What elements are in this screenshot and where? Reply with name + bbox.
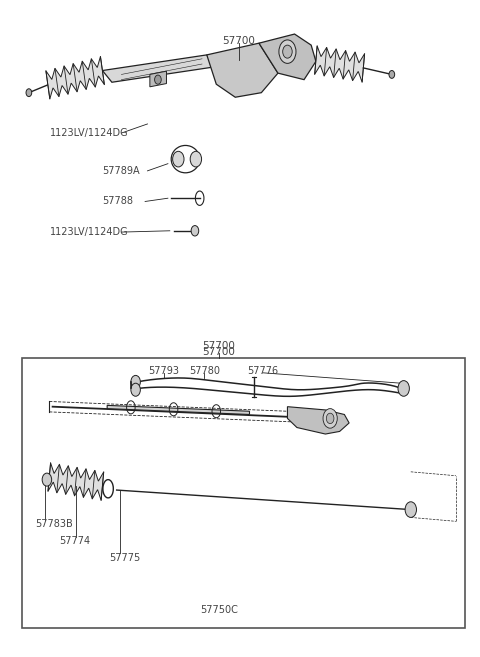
Circle shape — [26, 89, 32, 97]
Polygon shape — [46, 57, 104, 99]
Circle shape — [131, 375, 140, 388]
Circle shape — [131, 383, 140, 396]
Text: 57788: 57788 — [102, 196, 133, 206]
Circle shape — [326, 413, 334, 424]
Polygon shape — [102, 55, 216, 82]
Polygon shape — [150, 71, 167, 87]
Polygon shape — [315, 46, 365, 82]
Polygon shape — [288, 407, 349, 434]
Text: 57776: 57776 — [247, 367, 278, 376]
Circle shape — [389, 70, 395, 78]
Text: 57780: 57780 — [189, 367, 220, 376]
Circle shape — [283, 45, 292, 58]
Text: 1123LV/1124DG: 1123LV/1124DG — [50, 128, 129, 138]
Text: 57783B: 57783B — [35, 519, 73, 529]
Text: 57774: 57774 — [60, 536, 90, 546]
Circle shape — [173, 151, 184, 167]
Text: 57750C: 57750C — [200, 605, 238, 615]
Polygon shape — [48, 463, 104, 501]
Text: 1123LV/1124DG: 1123LV/1124DG — [50, 227, 129, 237]
Circle shape — [190, 151, 202, 167]
Circle shape — [398, 380, 409, 396]
Circle shape — [279, 40, 296, 63]
Circle shape — [42, 473, 52, 486]
Text: 57700: 57700 — [202, 341, 235, 351]
Text: 57700: 57700 — [202, 347, 235, 357]
Circle shape — [323, 409, 337, 428]
Text: 57793: 57793 — [149, 367, 180, 376]
Text: 57775: 57775 — [109, 553, 141, 563]
Circle shape — [191, 225, 199, 236]
Polygon shape — [107, 405, 250, 415]
Circle shape — [155, 75, 161, 84]
Circle shape — [405, 502, 417, 518]
Bar — [22, 358, 466, 628]
Polygon shape — [207, 43, 278, 97]
Text: 57700: 57700 — [222, 35, 255, 45]
Text: 57789A: 57789A — [102, 166, 140, 176]
Polygon shape — [259, 34, 316, 79]
